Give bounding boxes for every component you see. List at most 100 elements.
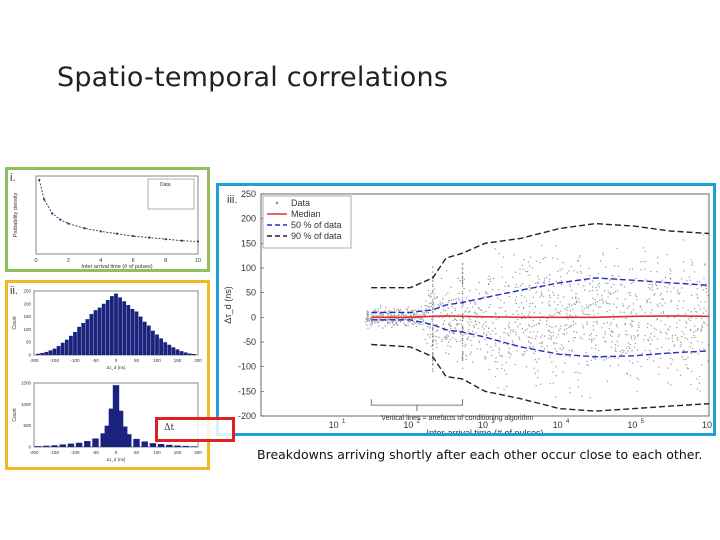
chart-iii-data-point <box>402 313 404 315</box>
chart-i-frame <box>35 175 199 255</box>
chart-iii-data-point <box>612 275 614 277</box>
chart-iii-data-point <box>555 336 558 339</box>
chart-iii-data-point <box>479 309 481 311</box>
chart-ii-a-bar <box>163 342 168 355</box>
chart-ii-b-bar <box>112 385 120 447</box>
chart-iii-data-point <box>543 348 546 350</box>
chart-iii-data-point <box>588 290 591 292</box>
chart-iii-data-point <box>451 305 454 308</box>
chart-iii-artefact-point <box>461 345 464 347</box>
chart-iii-data-point <box>610 286 613 288</box>
chart-iii-data-point <box>664 323 667 326</box>
chart-iii-data-point <box>690 383 692 386</box>
chart-iii-data-point <box>613 303 615 305</box>
chart-i-x-tick: 6 <box>132 258 135 264</box>
chart-iii-data-point <box>566 272 569 274</box>
chart-iii-data-point <box>537 275 539 278</box>
chart-iii-data-point <box>497 289 500 291</box>
chart-iii-data-point <box>533 324 535 327</box>
chart-ii-a-x-tick: -150 <box>50 358 60 363</box>
chart-iii-data-point <box>469 302 472 304</box>
chart-iii-artefact-point <box>461 354 464 357</box>
chart-iii-data-point <box>586 304 588 306</box>
chart-iii-data-point <box>445 338 447 341</box>
chart-ii-b-xlabel: Δτ_d (ns) <box>107 457 126 462</box>
chart-iii-data-point <box>517 318 519 321</box>
chart-iii-data-point <box>521 313 523 315</box>
chart-iii-data-point <box>552 257 554 259</box>
chart-iii-data-point <box>578 301 581 303</box>
chart-ii-a-bar <box>130 308 135 355</box>
chart-iii-data-point <box>487 278 489 280</box>
chart-iii-data-point <box>706 324 708 326</box>
chart-iii-data-point <box>680 344 682 346</box>
chart-iii-data-point <box>522 355 524 357</box>
chart-iii-data-point <box>375 309 377 311</box>
chart-iii-data-point <box>492 330 494 332</box>
chart-iii-data-point <box>369 318 372 321</box>
chart-iii-data-point <box>681 335 683 338</box>
chart-iii-data-point <box>662 298 665 300</box>
chart-iii-data-point <box>697 340 699 343</box>
chart-iii-data-point <box>566 315 568 317</box>
chart-iii-data-point <box>610 322 613 324</box>
chart-iii-data-point <box>494 360 497 363</box>
chart-iii-data-point <box>524 329 526 332</box>
chart-iii-data-point <box>648 286 650 289</box>
chart-iii-data-point <box>594 302 597 304</box>
chart-ii-b-bar <box>92 438 99 447</box>
chart-ii-a-y-tick: 250 <box>23 289 31 294</box>
chart-iii-data-point <box>591 286 594 288</box>
chart-iii-data-point <box>505 373 508 375</box>
chart-iii-data-point <box>668 283 671 286</box>
chart-iii-data-point <box>508 351 510 353</box>
chart-iii-artefact-point <box>461 281 464 283</box>
chart-iii-data-point <box>622 305 624 307</box>
chart-ii-b-x-tick: 0 <box>115 450 118 455</box>
chart-iii-artefact-point <box>432 289 434 292</box>
chart-iii-data-point <box>476 348 478 350</box>
chart-iii-data-point <box>562 261 564 264</box>
chart-iii-data-point <box>670 291 672 293</box>
chart-iii-data-point <box>505 314 508 317</box>
chart-iii-data-point <box>652 360 655 362</box>
chart-ii-a-x-tick: 50 <box>134 358 140 363</box>
chart-iii-data-point <box>445 294 447 296</box>
chart-iii-data-point <box>687 318 690 320</box>
chart-iii-data-point <box>657 305 660 308</box>
chart-iii-data-point <box>537 281 539 283</box>
chart-iii-data-point <box>646 358 649 361</box>
chart-iii-data-point <box>522 268 524 271</box>
chart-iii-data-point <box>686 280 688 282</box>
chart-iii-data-point <box>589 396 592 399</box>
chart-iii-series-line <box>371 319 710 358</box>
chart-iii-data-point <box>475 323 478 325</box>
chart-iii-data-point <box>598 282 601 285</box>
chart-iii-data-point <box>662 312 665 314</box>
chart-iii-data-point <box>564 362 566 364</box>
chart-iii-data-point <box>414 313 416 315</box>
chart-iii-data-point <box>384 310 386 312</box>
chart-iii-data-point <box>609 365 612 367</box>
chart-iii-data-point <box>516 350 518 352</box>
chart-iii-data-point <box>579 255 581 257</box>
chart-iii-data-point <box>562 333 564 335</box>
chart-iii-data-point <box>475 288 477 291</box>
chart-iii-data-point <box>528 324 530 326</box>
chart-iii-data-point <box>549 273 551 276</box>
chart-iii-data-point <box>634 294 637 296</box>
chart-iii-data-point <box>596 320 598 323</box>
chart-iii-data-point <box>460 307 463 309</box>
chart-iii-data-point <box>433 288 436 290</box>
chart-iii-data-point <box>581 305 583 308</box>
chart-iii-data-point <box>532 331 534 333</box>
chart-iii-data-point <box>575 300 578 303</box>
chart-iii-data-point <box>632 309 635 311</box>
chart-iii-data-point <box>690 316 692 319</box>
chart-iii-data-point <box>581 309 583 311</box>
chart-iii-data-point <box>526 270 529 273</box>
chart-iii-data-point <box>521 317 523 320</box>
chart-iii-artefact-point <box>432 319 434 321</box>
chart-iii-data-point <box>575 297 577 300</box>
chart-iii-data-point <box>548 314 550 316</box>
